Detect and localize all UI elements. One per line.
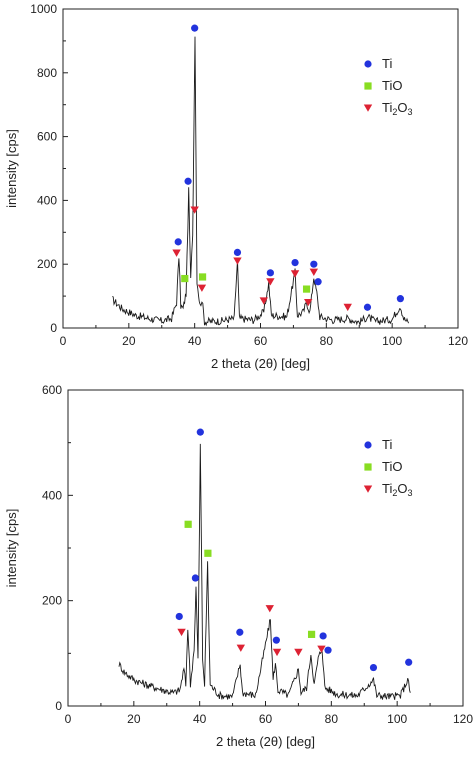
plot-frame	[62, 8, 459, 329]
ti2o3-peak-marker	[290, 270, 300, 278]
ti-peak-marker	[191, 24, 199, 32]
tio-peak-marker	[302, 285, 311, 293]
ti-peak-marker	[291, 259, 299, 267]
ti-peak-marker	[175, 612, 183, 621]
x-tick-label: 120	[453, 712, 473, 726]
ti-peak-marker	[310, 260, 318, 268]
ti2o3-peak-marker	[265, 605, 274, 613]
ti-peak-marker	[191, 574, 199, 582]
plot-frame	[67, 389, 464, 707]
legend-ti2o3-part: Ti	[382, 100, 392, 115]
ti2o3-peak-marker	[266, 278, 275, 286]
ti-peak-marker	[272, 636, 280, 644]
tio-peak-marker	[204, 549, 212, 557]
x-tick-label: 120	[448, 334, 468, 348]
legend-ti2o3-part: Ti	[382, 481, 392, 496]
chart-top: 0 20 40 60 80 100 120 0 200 400 600 800 1000 2 theta …	[4, 2, 468, 371]
y-tick-label: 400	[42, 488, 62, 502]
x-tick-label: 100	[382, 334, 402, 348]
legend-ti2o3-part: 3	[408, 488, 413, 498]
legend-ti-icon	[364, 441, 372, 449]
ti-peak-marker	[396, 295, 404, 303]
y-tick-label: 600	[42, 383, 62, 397]
ti-peak-marker	[369, 663, 378, 672]
x-tick-label: 0	[65, 712, 72, 726]
ti2o3-peak-marker	[317, 645, 326, 653]
legend-ti2o3-part: 3	[408, 107, 413, 117]
ti2o3-peak-marker	[343, 303, 352, 312]
x-tick-label: 40	[193, 712, 207, 726]
tio-peak-marker	[307, 630, 316, 638]
ti2o3-peak-marker	[190, 206, 199, 214]
legend-ti-label: Ti	[382, 56, 392, 71]
legend-ti-label: Ti	[382, 437, 392, 452]
ti-peak-marker	[319, 632, 327, 640]
legend-ti2o3-label: Ti2O3	[382, 100, 413, 117]
ti-peak-marker	[266, 269, 274, 277]
legend-ti2o3-part: O	[397, 100, 407, 115]
chart-bottom: 0 20 40 60 80 100 120 0 200 400 600 2 theta (2θ) [d…	[4, 383, 473, 749]
ti2o3-peak-marker	[236, 644, 246, 652]
x-tick-label: 80	[325, 712, 339, 726]
legend-tio-icon	[364, 463, 372, 471]
tio-peak-marker	[184, 520, 192, 528]
y-tick-label: 200	[42, 594, 62, 608]
tio-peak-marker	[181, 274, 189, 283]
legend-ti2o3-part: O	[397, 481, 407, 496]
y-tick-label: 400	[37, 193, 57, 207]
x-tick-label: 0	[60, 334, 67, 348]
ti-peak-marker	[184, 177, 192, 185]
legend-tio-label: TiO	[382, 78, 402, 93]
tio-peak-marker	[198, 273, 207, 281]
y-axis-label: intensity [cps]	[4, 129, 19, 208]
y-tick-label: 800	[37, 66, 57, 80]
ti2o3-peak-marker	[177, 628, 186, 637]
legend-tio-icon	[364, 82, 372, 90]
x-tick-label: 20	[127, 712, 141, 726]
legend-ti2o3-part: 2	[392, 488, 397, 498]
x-axis-label: 2 theta (2θ) [deg]	[216, 734, 315, 749]
legend-ti-icon	[364, 60, 372, 68]
x-tick-label: 20	[122, 334, 136, 348]
legend-ti2o3-part: 2	[392, 107, 397, 117]
ti2o3-peak-marker	[172, 249, 181, 257]
y-tick-label: 0	[55, 699, 62, 713]
y-tick-label: 1000	[30, 2, 57, 16]
legend-ti2o3-label: Ti2O3	[382, 481, 413, 498]
ti2o3-peak-marker	[233, 257, 242, 265]
x-tick-label: 100	[387, 712, 407, 726]
y-tick-label: 200	[37, 257, 57, 271]
xrd-pattern-line	[112, 36, 410, 327]
ti2o3-peak-marker	[259, 297, 268, 305]
ti-peak-marker	[405, 658, 413, 666]
y-tick-label: 600	[37, 130, 57, 144]
ti-peak-marker	[174, 238, 182, 246]
ti-peak-marker	[324, 646, 332, 654]
x-tick-label: 40	[188, 334, 202, 348]
x-tick-label: 80	[320, 334, 334, 348]
ti-peak-marker	[196, 428, 204, 436]
xrd-pattern-line	[118, 443, 411, 700]
ti2o3-peak-marker	[309, 268, 319, 276]
y-axis-label: intensity [cps]	[4, 509, 19, 588]
ti-peak-marker	[233, 248, 242, 256]
y-tick-label: 0	[50, 321, 57, 335]
ti-peak-marker	[236, 628, 244, 636]
x-tick-label: 60	[254, 334, 268, 348]
legend-tio-label: TiO	[382, 459, 402, 474]
legend-ti2o3-icon	[363, 104, 373, 112]
x-tick-label: 60	[259, 712, 273, 726]
ti-peak-marker	[314, 278, 322, 286]
ti2o3-peak-marker	[272, 648, 282, 657]
ti-peak-marker	[363, 303, 372, 311]
ti2o3-peak-marker	[304, 298, 313, 307]
ti2o3-peak-marker	[294, 648, 303, 657]
legend-ti2o3-icon	[363, 485, 373, 493]
x-axis-label: 2 theta (2θ) [deg]	[211, 356, 310, 371]
ti2o3-peak-marker	[197, 284, 207, 292]
